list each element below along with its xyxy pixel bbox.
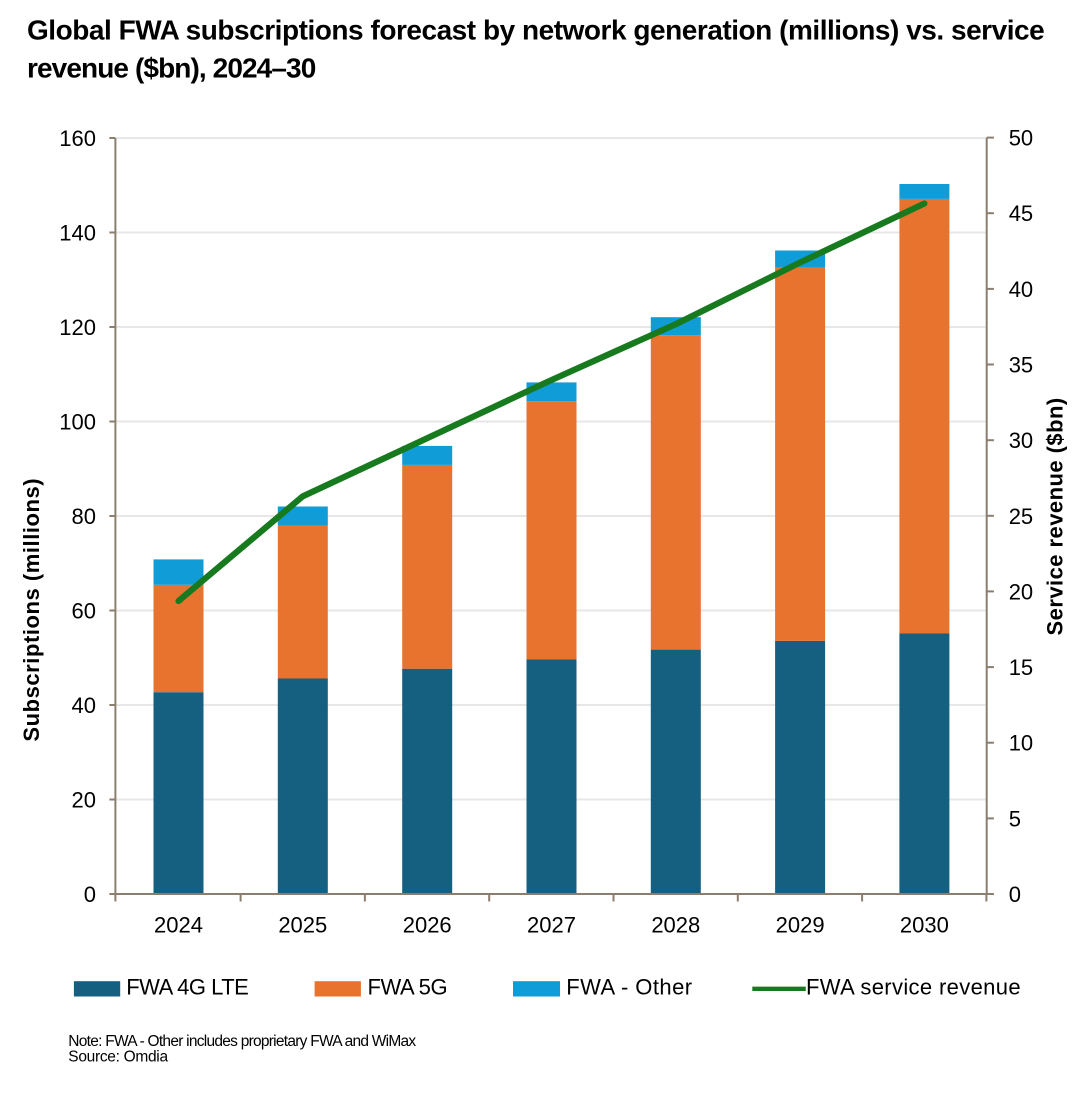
svg-text:45: 45 — [1009, 201, 1033, 226]
svg-text:20: 20 — [1009, 579, 1033, 604]
svg-text:120: 120 — [59, 315, 96, 340]
svg-text:FWA - Other: FWA - Other — [566, 974, 692, 999]
svg-text:Global FWA subscriptions forec: Global FWA subscriptions forecast by net… — [27, 15, 1044, 46]
svg-text:Note: FWA - Other includes pro: Note: FWA - Other includes proprietary F… — [68, 1033, 416, 1050]
svg-text:140: 140 — [59, 221, 96, 246]
svg-text:Source: Omdia: Source: Omdia — [68, 1049, 168, 1066]
svg-text:2030: 2030 — [900, 912, 949, 937]
svg-text:15: 15 — [1009, 655, 1033, 680]
svg-text:0: 0 — [84, 882, 96, 907]
svg-text:2024: 2024 — [154, 912, 203, 937]
svg-text:Service revenue ($bn): Service revenue ($bn) — [1043, 397, 1068, 635]
svg-text:40: 40 — [1009, 277, 1033, 302]
svg-text:0: 0 — [1009, 882, 1021, 907]
svg-text:60: 60 — [72, 599, 96, 624]
svg-text:10: 10 — [1009, 731, 1033, 756]
svg-text:5: 5 — [1009, 806, 1021, 831]
svg-text:35: 35 — [1009, 353, 1033, 378]
svg-text:2026: 2026 — [403, 912, 452, 937]
svg-text:2027: 2027 — [527, 912, 576, 937]
svg-text:100: 100 — [59, 410, 96, 435]
svg-text:FWA service revenue: FWA service revenue — [806, 974, 1021, 999]
svg-text:2028: 2028 — [651, 912, 700, 937]
svg-text:30: 30 — [1009, 428, 1033, 453]
svg-text:FWA 4G LTE: FWA 4G LTE — [126, 974, 248, 999]
svg-text:50: 50 — [1009, 126, 1033, 151]
svg-text:2025: 2025 — [278, 912, 327, 937]
svg-text:FWA 5G: FWA 5G — [368, 974, 448, 999]
svg-text:2029: 2029 — [776, 912, 825, 937]
svg-text:40: 40 — [72, 693, 96, 718]
svg-text:revenue ($bn), 2024–30: revenue ($bn), 2024–30 — [27, 53, 316, 84]
svg-text:20: 20 — [72, 788, 96, 813]
svg-text:80: 80 — [72, 504, 96, 529]
svg-text:160: 160 — [59, 126, 96, 151]
svg-text:Subscriptions (millions): Subscriptions (millions) — [19, 478, 44, 742]
svg-text:25: 25 — [1009, 504, 1033, 529]
